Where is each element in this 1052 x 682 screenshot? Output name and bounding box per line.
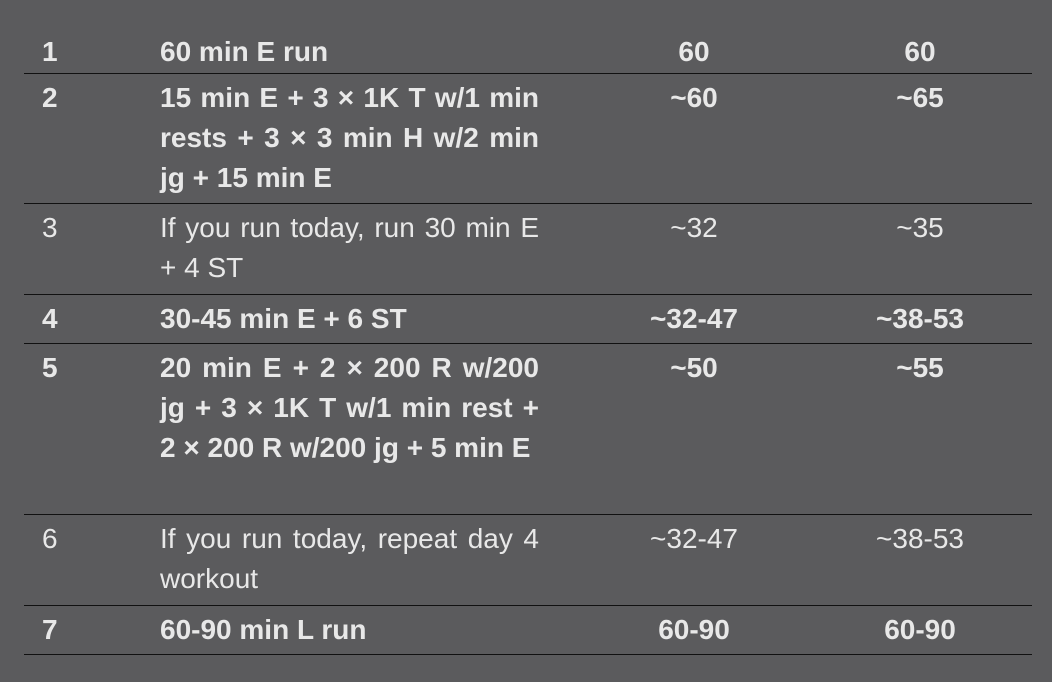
table-row: 5 20 min E + 2 × 200 R w/200 jg + 3 × 1K…	[24, 344, 1032, 515]
day-cell: 5	[42, 352, 58, 383]
workout-cell: 20 min E + 2 × 200 R w/200 jg + 3 × 1K T…	[160, 352, 539, 463]
day-cell: 4	[42, 303, 58, 334]
minutes-cell: ~60	[670, 82, 718, 113]
day-cell: 3	[42, 212, 58, 243]
minutes-cell: 60	[678, 36, 710, 67]
minutes-alt-cell: ~35	[896, 212, 944, 243]
table-row: 7 60-90 min L run 60-90 60-90	[24, 606, 1032, 655]
minutes-cell: ~32-47	[650, 523, 738, 554]
workout-cell: 15 min E + 3 × 1K T w/1 min rests + 3 × …	[160, 82, 539, 193]
table-row: 3 If you run today, run 30 min E + 4 ST …	[24, 204, 1032, 295]
minutes-alt-cell: 60-90	[884, 614, 956, 645]
day-cell: 2	[42, 82, 58, 113]
table-row: 6 If you run today, repeat day 4 workout…	[24, 515, 1032, 606]
workout-cell: 60-90 min L run	[160, 614, 367, 645]
minutes-cell: ~32-47	[650, 303, 738, 334]
minutes-alt-cell: ~55	[896, 352, 944, 383]
minutes-cell: ~50	[670, 352, 718, 383]
minutes-alt-cell: ~65	[896, 82, 944, 113]
workout-cell: 60 min E run	[160, 36, 329, 67]
table-row: 4 30-45 min E + 6 ST ~32-47 ~38-53	[24, 295, 1032, 344]
minutes-alt-cell: ~38-53	[876, 523, 964, 554]
table-row: 2 15 min E + 3 × 1K T w/1 min rests + 3 …	[24, 74, 1032, 204]
minutes-alt-cell: ~38-53	[876, 303, 964, 334]
workout-cell: 30-45 min E + 6 ST	[160, 303, 407, 334]
minutes-cell: 60-90	[658, 614, 730, 645]
workout-cell: If you run today, repeat day 4 workout	[160, 523, 539, 594]
workout-cell: If you run today, run 30 min E + 4 ST	[160, 212, 539, 283]
minutes-cell: ~32	[670, 212, 718, 243]
minutes-alt-cell: 60	[904, 36, 936, 67]
table-row: 1 60 min E run 60 60	[24, 28, 1032, 74]
day-cell: 6	[42, 523, 58, 554]
day-cell: 7	[42, 614, 58, 645]
day-cell: 1	[42, 36, 58, 67]
training-table: 1 60 min E run 60 60 2 15 min E + 3 × 1K…	[24, 28, 1032, 655]
